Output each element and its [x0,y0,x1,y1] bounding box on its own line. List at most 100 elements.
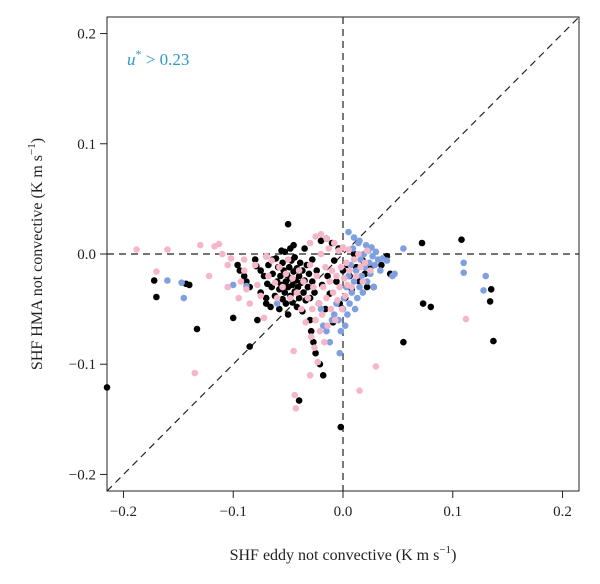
data-point [377,267,384,274]
data-point [312,233,319,240]
data-point [291,391,299,399]
data-point [271,279,279,287]
data-point [358,272,366,280]
data-point [268,257,276,264]
data-point [302,319,310,326]
data-point [351,305,359,313]
data-point [322,263,329,271]
data-point [418,239,426,247]
data-point [291,253,299,261]
data-point [316,327,324,335]
data-point [205,272,213,280]
data-point [296,259,304,267]
data-point [309,305,316,313]
data-point [372,363,380,370]
data-point [370,283,378,291]
data-point [277,272,284,280]
data-point [293,289,301,296]
data-point [240,272,248,280]
data-point [329,289,337,296]
data-point [356,387,363,395]
data-point [332,316,339,324]
data-point [338,305,346,313]
data-point [345,246,352,253]
data-point [357,263,364,271]
data-point [153,268,160,275]
data-point [333,272,340,280]
data-point [372,248,380,256]
data-point [400,338,407,346]
y-axis-label-text: SHF HMA not convective (K m s [29,155,46,370]
data-point [327,305,335,313]
data-point [240,267,248,274]
data-point [378,261,385,269]
y-tick-label: −0.1 [69,357,96,373]
data-point [273,300,281,307]
data-point [333,278,340,285]
data-point [309,278,316,285]
data-point [240,256,248,263]
data-point [317,237,325,245]
data-point [295,397,303,404]
reference-lines [106,16,580,492]
data-point [336,283,344,291]
data-point [219,250,226,258]
data-point [273,294,281,302]
data-point [346,267,353,274]
data-point [480,287,487,294]
data-point [229,281,237,289]
data-point [265,272,272,280]
series-0 [103,220,497,431]
data-point [306,261,314,269]
data-point [295,272,303,280]
y-tick-label: 0.1 [77,137,96,153]
data-point [310,338,317,346]
data-point [348,283,356,291]
data-point [235,294,242,302]
data-point [227,255,235,262]
data-point [317,250,325,258]
x-tick-label: −0.2 [110,504,137,520]
data-point [304,294,312,302]
data-point [298,305,305,313]
data-point [317,230,325,238]
data-point [284,311,292,318]
data-point [344,311,351,318]
y-tick-label: −0.2 [69,467,96,483]
data-point [281,248,289,256]
y-axis-label: SHF HMA not convective (K m s−1) [26,138,46,370]
data-point [243,286,250,293]
data-point [312,316,319,324]
data-point [197,241,204,249]
data-point [460,269,468,277]
data-point [164,277,171,284]
data-point [257,267,265,274]
data-point [150,277,158,284]
data-point [356,283,363,291]
data-point [246,343,253,350]
data-point [326,278,334,285]
x-tick-label: 0.0 [334,504,353,520]
annotation-sup: * [136,47,142,61]
data-point [486,298,494,305]
data-point [164,246,171,253]
data-point [487,286,495,293]
data-point [337,327,345,335]
annotation-label: u* > 0.23 [127,47,189,69]
data-point [254,281,261,289]
data-point [304,283,312,291]
x-tick-label: −0.1 [220,504,247,520]
data-point [295,267,303,274]
data-point [246,300,253,307]
data-point [311,289,318,296]
data-point [325,245,333,252]
x-axis-label-text: SHF eddy not convective (K m s [230,547,440,564]
data-point [262,252,270,260]
data-point [337,263,345,271]
data-point [355,250,362,258]
data-point [314,358,322,366]
data-point [290,241,297,249]
data-point [330,311,338,318]
data-point [323,235,330,242]
data-point [254,316,261,324]
